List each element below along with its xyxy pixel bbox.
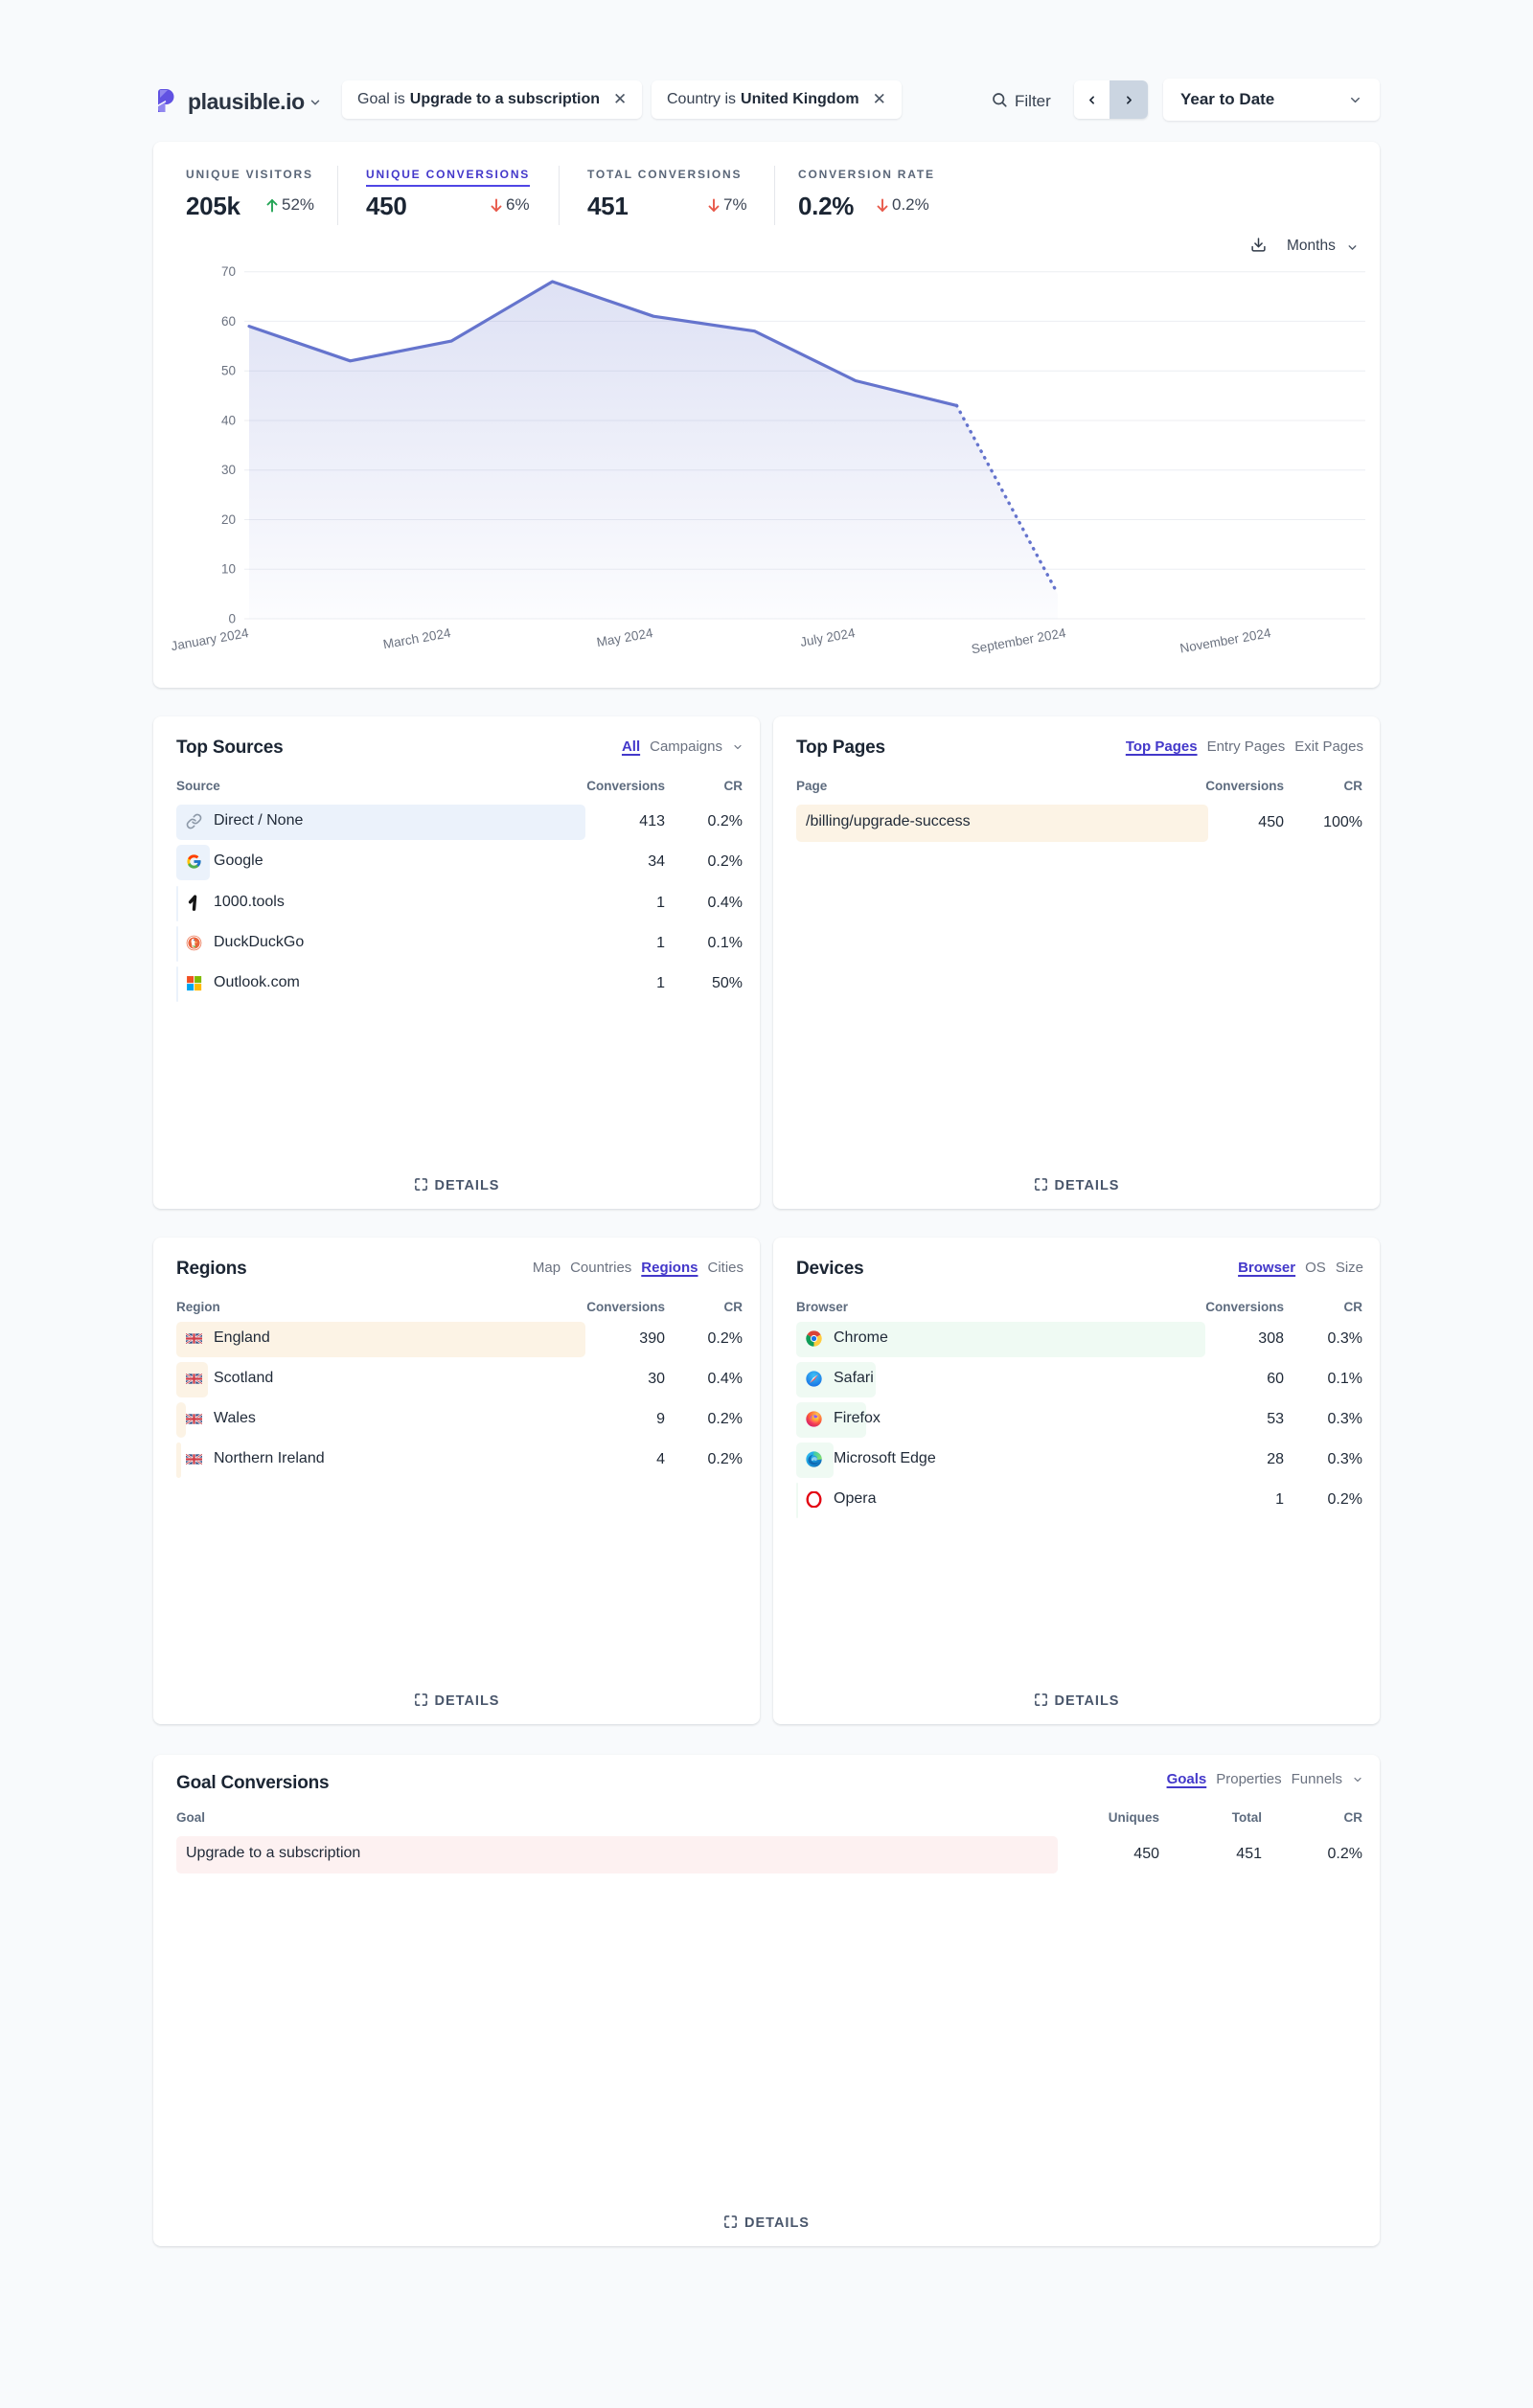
svg-text:60: 60 xyxy=(221,314,236,329)
svg-text:May 2024: May 2024 xyxy=(596,625,654,649)
svg-text:70: 70 xyxy=(221,264,236,279)
svg-text:September 2024: September 2024 xyxy=(971,625,1067,656)
svg-text:January 2024: January 2024 xyxy=(170,625,250,653)
svg-text:March 2024: March 2024 xyxy=(382,625,452,651)
svg-text:30: 30 xyxy=(221,463,236,477)
svg-text:0: 0 xyxy=(228,612,236,626)
svg-text:July 2024: July 2024 xyxy=(799,625,857,649)
svg-text:50: 50 xyxy=(221,364,236,378)
svg-text:20: 20 xyxy=(221,512,236,527)
svg-text:40: 40 xyxy=(221,414,236,428)
svg-text:10: 10 xyxy=(221,562,236,577)
svg-text:November 2024: November 2024 xyxy=(1178,625,1272,656)
